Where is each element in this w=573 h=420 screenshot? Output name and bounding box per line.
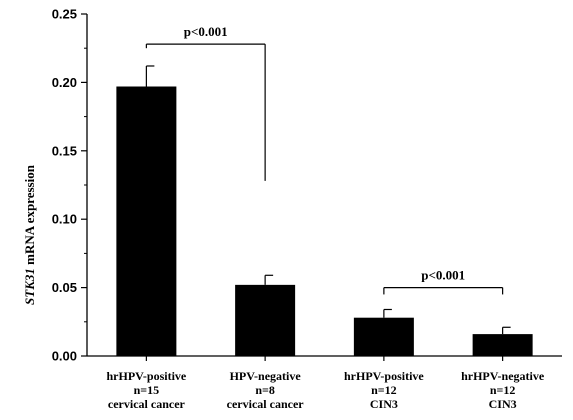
error-bars [145,65,511,335]
category-label-line: CIN3 [489,397,517,411]
category-label-line: n=12 [490,383,516,397]
category-label-line: HPV-negative [230,369,302,383]
category-label-line: cervical cancer [108,397,186,411]
significance-annotations: p<0.001 p<0.001 [145,24,504,295]
category-label: HPV-negative n=8 cervical cancer [227,369,305,411]
category-label: hrHPV-positive n=12 CIN3 [344,369,424,411]
category-label-line: n=12 [371,383,397,397]
significance-label: p<0.001 [184,24,228,39]
y-tick-label: 0.15 [52,143,77,158]
category-label-line: n=15 [134,383,160,397]
bar [472,334,533,356]
significance-label: p<0.001 [421,268,465,283]
bar [353,317,414,356]
category-label-line: cervical cancer [227,397,305,411]
y-tick-label: 0.20 [52,75,77,90]
category-label-line: hrHPV-positive [344,369,424,383]
y-tick-label: 0.10 [52,212,77,227]
y-tick-label: 0.05 [52,280,77,295]
y-axis-label: STK31 mRNA expression [22,164,37,305]
y-tick-label: 0.00 [52,349,77,364]
category-labels: hrHPV-positive n=15 cervical cancerHPV-neg… [106,369,544,411]
category-label-line: hrHPV-negative [461,369,545,383]
category-label-line: CIN3 [370,397,398,411]
category-label-line: hrHPV-positive [106,369,186,383]
category-label: hrHPV-negative n=12 CIN3 [461,369,545,411]
y-tick-label: 0.25 [52,7,77,22]
category-label: hrHPV-positive n=15 cervical cancer [106,369,186,411]
bar [116,86,177,356]
bars [116,86,533,356]
y-axis-label-text: mRNA expression [22,164,37,268]
bar [235,284,296,356]
y-axis-label-gene: STK31 [22,268,37,305]
category-label-line: n=8 [255,383,275,397]
